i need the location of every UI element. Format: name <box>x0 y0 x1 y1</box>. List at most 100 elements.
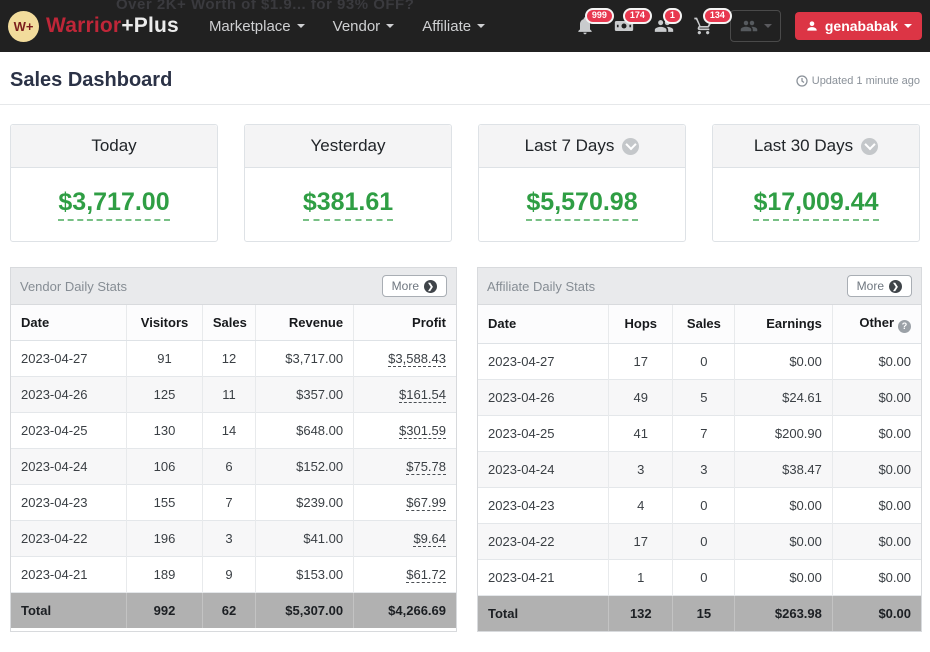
affiliates-users-button[interactable]: 1 <box>651 8 682 42</box>
column-header-hops: Hops <box>608 305 673 344</box>
notification-count-badge: 1 <box>662 8 682 24</box>
nav-item-marketplace[interactable]: Marketplace <box>197 10 317 43</box>
cell: $41.00 <box>255 520 354 557</box>
brand-logo[interactable]: W+ Warrior+Plus <box>8 10 179 42</box>
cell: $0.00 <box>734 559 833 595</box>
cell: $152.00 <box>255 448 354 485</box>
cart-icon <box>694 17 713 35</box>
card-title: Today <box>11 125 217 168</box>
last-7-days-amount[interactable]: $5,570.98 <box>526 188 638 221</box>
clock-icon <box>796 74 808 87</box>
table-row: 2023-04-25 130 14 $648.00 $301.59 <box>11 412 456 449</box>
notification-count-badge: 174 <box>622 8 652 24</box>
total-cell: Total <box>21 603 52 618</box>
nav-item-label: Affiliate <box>422 17 472 35</box>
cell: 2023-04-24 <box>488 461 555 477</box>
column-header-date: Date <box>478 305 609 344</box>
yesterday-amount[interactable]: $381.61 <box>302 188 394 221</box>
card-title-label: Today <box>91 136 137 155</box>
user-menu-button[interactable]: genababak <box>794 12 922 40</box>
profit-cell: $67.99 <box>353 484 456 521</box>
arrow-circle-right-icon: ❯ <box>889 279 902 293</box>
cart-button[interactable]: 134 <box>691 8 732 42</box>
cell: 5 <box>672 379 735 415</box>
card-last-30-days: Last 30 Days $17,009.44 <box>712 124 920 242</box>
chevron-circle-down-icon[interactable] <box>622 137 640 155</box>
column-header-date: Date <box>11 305 127 341</box>
cell: 0 <box>672 523 735 559</box>
stats-panels: Vendor Daily Stats More ❯ Date Visitors Sa… <box>10 267 922 632</box>
column-header-visitors: Visitors <box>126 305 203 341</box>
cell: 2023-04-27 <box>21 351 88 366</box>
cell: $0.00 <box>831 487 921 523</box>
page-title: Sales Dashboard <box>10 69 173 91</box>
nav-item-affiliate[interactable]: Affiliate <box>410 10 497 43</box>
profit-link[interactable]: $9.64 <box>413 531 446 547</box>
cell: $0.00 <box>831 415 921 451</box>
team-menu-button[interactable] <box>729 10 781 42</box>
affiliate-daily-stats-panel: Affiliate Daily Stats More ❯ Date Hops Sal… <box>477 267 922 632</box>
notifications-bell-button[interactable]: 999 <box>573 8 614 42</box>
warriorplus-logo-icon: W+ <box>8 10 39 42</box>
column-header-revenue: Revenue <box>255 305 354 341</box>
cell: 9 <box>201 556 256 593</box>
summary-cards: Today $3,717.00 Yesterday $381.61 Last 7… <box>10 124 920 242</box>
cell: 1 <box>608 559 673 595</box>
profit-link[interactable]: $75.78 <box>406 459 446 475</box>
total-cell: $0.00 <box>831 595 921 631</box>
table-row: 2023-04-27 91 12 $3,717.00 $3,588.43 <box>11 340 456 377</box>
group-icon <box>740 20 758 32</box>
profit-link[interactable]: $3,588.43 <box>388 351 446 367</box>
updated-text: Updated 1 minute ago <box>811 74 920 87</box>
chevron-down-icon <box>386 24 395 28</box>
cell: $0.00 <box>831 343 921 379</box>
updated-status: Updated 1 minute ago <box>796 75 920 87</box>
vendor-daily-stats-panel: Vendor Daily Stats More ❯ Date Visitors Sa… <box>10 267 457 632</box>
profit-link[interactable]: $161.54 <box>399 387 446 403</box>
main-nav: Marketplace Vendor Affiliate <box>197 10 497 43</box>
cell: 3 <box>201 520 256 557</box>
card-title-label: Yesterday <box>310 136 386 155</box>
profit-link[interactable]: $61.72 <box>406 567 446 583</box>
total-row: Total 992 62 $5,307.00 $4,266.69 <box>11 592 456 628</box>
profit-link[interactable]: $67.99 <box>406 495 446 511</box>
cell: 91 <box>126 340 203 377</box>
cell: 130 <box>126 412 203 449</box>
cell: 2023-04-26 <box>21 387 88 402</box>
total-cell: $4,266.69 <box>353 592 456 628</box>
total-cell: 15 <box>672 595 735 631</box>
cell: 2023-04-23 <box>488 497 555 513</box>
column-header-other: Other? <box>831 305 921 344</box>
card-title: Last 30 Days <box>713 125 919 168</box>
cell: 106 <box>126 448 203 485</box>
column-header-sales: Sales <box>201 305 256 341</box>
cell: 2023-04-21 <box>21 567 88 582</box>
cell: $3,717.00 <box>255 340 354 377</box>
last-30-days-amount[interactable]: $17,009.44 <box>753 188 879 221</box>
total-cell: $5,307.00 <box>255 592 354 628</box>
total-row: Total 132 15 $263.98 $0.00 <box>478 595 921 631</box>
profit-cell: $161.54 <box>353 376 456 413</box>
cell: 17 <box>608 343 673 379</box>
brand-warrior: Warrior <box>46 14 122 37</box>
vendor-more-button[interactable]: More ❯ <box>381 275 447 297</box>
cell: $153.00 <box>255 556 354 593</box>
nav-item-vendor[interactable]: Vendor <box>321 10 407 43</box>
chevron-circle-down-icon[interactable] <box>861 137 879 155</box>
help-icon[interactable]: ? <box>898 319 911 333</box>
cell: $38.47 <box>734 451 833 487</box>
cell: 189 <box>126 556 203 593</box>
profit-link[interactable]: $301.59 <box>399 423 446 439</box>
chevron-down-icon <box>763 24 772 28</box>
column-header-sales: Sales <box>672 305 735 344</box>
cell: 7 <box>672 415 735 451</box>
sales-money-button[interactable]: 174 <box>611 8 652 42</box>
user-icon <box>807 21 817 31</box>
table-row: 2023-04-24 106 6 $152.00 $75.78 <box>11 448 456 485</box>
affiliate-more-button[interactable]: More ❯ <box>846 275 912 297</box>
today-amount[interactable]: $3,717.00 <box>58 188 170 221</box>
card-title: Last 7 Days <box>479 125 685 168</box>
cell: 6 <box>201 448 256 485</box>
cell: $0.00 <box>831 559 921 595</box>
chevron-down-icon <box>477 24 486 28</box>
